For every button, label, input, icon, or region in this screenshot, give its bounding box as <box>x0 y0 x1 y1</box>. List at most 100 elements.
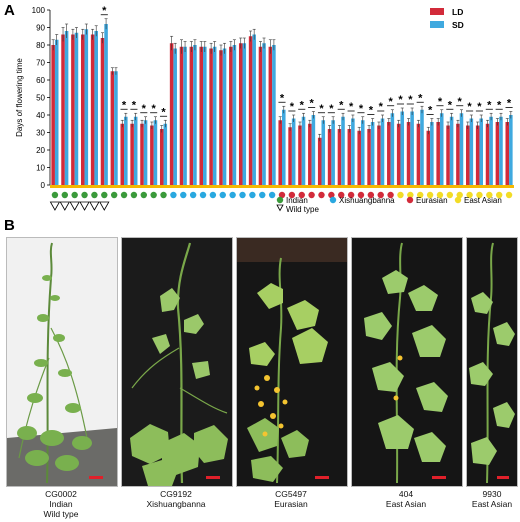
bar-ld <box>337 129 342 185</box>
significance-star: * <box>329 103 334 115</box>
bar-ld <box>189 46 194 185</box>
bar-ld <box>159 129 164 185</box>
accession-group-dot <box>209 191 217 199</box>
bar-sd <box>262 43 266 185</box>
group-legend-label: Indian <box>286 196 308 205</box>
photo-caption-line: Wild type <box>43 509 79 519</box>
bar-ld <box>229 46 233 185</box>
accession-group-dot <box>170 191 177 199</box>
bar-sd <box>104 24 108 185</box>
plant-photo-cg0002 <box>6 237 118 487</box>
bar-sd <box>380 118 385 185</box>
bar-ld <box>258 46 263 185</box>
accession-group-dot <box>140 191 147 199</box>
accession-group-dot <box>397 191 404 199</box>
accession-group-dot <box>347 191 355 199</box>
accession-group-dot <box>426 191 434 199</box>
bar-sd <box>84 29 89 185</box>
significance-star: * <box>102 5 107 17</box>
group-legend-dot <box>406 196 414 204</box>
legend-swatch-sd <box>430 21 444 28</box>
bar-sd <box>74 32 79 185</box>
group-legend-label: East Asian <box>464 196 502 205</box>
bar-ld <box>416 123 421 185</box>
bar-sd <box>370 122 375 185</box>
bar-sd <box>133 116 138 185</box>
group-legend-dot <box>454 196 462 204</box>
bar-sd <box>321 120 326 185</box>
bar-sd <box>449 116 454 185</box>
bar-sd <box>311 115 316 185</box>
bar-sd <box>469 118 474 185</box>
accession-group-dot <box>466 191 473 199</box>
plant-photo-404 <box>351 237 463 487</box>
significance-star: * <box>349 101 354 113</box>
significance-star: * <box>418 92 423 104</box>
y-tick-label: 20 <box>36 146 45 155</box>
accession-group-dot <box>486 191 493 199</box>
photo-caption-404: 404 East Asian <box>351 489 461 509</box>
bar-sd <box>64 31 69 185</box>
bar-ld <box>495 122 500 185</box>
photo-caption-line: Eurasian <box>274 499 308 509</box>
accession-group-dot <box>110 191 118 199</box>
bar-sd <box>400 111 405 185</box>
bar-ld <box>367 129 371 185</box>
bar-sd <box>499 116 503 185</box>
plant-photo-cg5497 <box>236 237 348 487</box>
bar-ld <box>61 34 65 185</box>
accession-group-dot <box>417 191 424 199</box>
bar-ld <box>426 130 431 185</box>
bar-ld <box>90 34 95 185</box>
bar-ld <box>130 123 134 185</box>
significance-star: * <box>497 99 502 111</box>
bar-sd <box>163 123 168 185</box>
bar-ld <box>100 38 105 185</box>
bar-sd <box>252 34 256 185</box>
accession-group-dot <box>91 191 98 199</box>
bar-sd <box>173 48 177 185</box>
bar-ld <box>120 123 125 185</box>
accession-group-dot <box>239 191 246 199</box>
accession-group-dot <box>357 191 365 199</box>
wild-type-triangle <box>69 201 80 211</box>
significance-star: * <box>398 94 403 106</box>
significance-star: * <box>438 96 443 108</box>
significance-star: * <box>388 96 393 108</box>
bar-ld <box>219 50 223 185</box>
bar-ld <box>396 123 401 185</box>
accession-group-dot <box>338 191 345 199</box>
plant-photo-cg9192 <box>121 237 233 487</box>
accession-group-dot <box>308 191 315 199</box>
wild-type-triangle <box>79 201 90 211</box>
group-legend-dot <box>276 196 284 204</box>
photo-caption-line: 9930 <box>482 489 502 499</box>
accession-group-dot <box>436 191 444 199</box>
accession-group-dot <box>101 191 108 199</box>
photo-caption-cg9192: CG9192 Xishuangbanna <box>121 489 231 509</box>
bar-sd <box>203 46 207 185</box>
panel-label-a: A <box>4 2 15 19</box>
y-axis-title: Days of flowering time <box>15 58 24 137</box>
bar-ld <box>199 46 204 185</box>
bar-sd <box>143 120 148 185</box>
bar-ld <box>238 43 243 185</box>
accession-group-dot <box>150 191 157 199</box>
bar-ld <box>169 43 174 185</box>
y-tick-label: 30 <box>36 129 45 138</box>
bar-sd <box>341 116 345 185</box>
bar-ld <box>387 122 391 185</box>
group-legend-label: Xishuangbanna <box>339 196 395 205</box>
bar-ld <box>456 123 460 185</box>
significance-star: * <box>477 101 482 113</box>
y-tick-label: 70 <box>36 59 45 68</box>
accession-group-dot <box>387 191 394 199</box>
significance-star: * <box>300 99 305 111</box>
bar-sd <box>509 115 513 185</box>
bar-sd <box>489 116 493 185</box>
bar-ld <box>308 123 312 185</box>
bar-sd <box>430 122 434 185</box>
photo-caption-line: CG5497 <box>275 489 307 499</box>
bar-ld <box>150 125 154 185</box>
y-tick-label: 10 <box>36 164 45 173</box>
